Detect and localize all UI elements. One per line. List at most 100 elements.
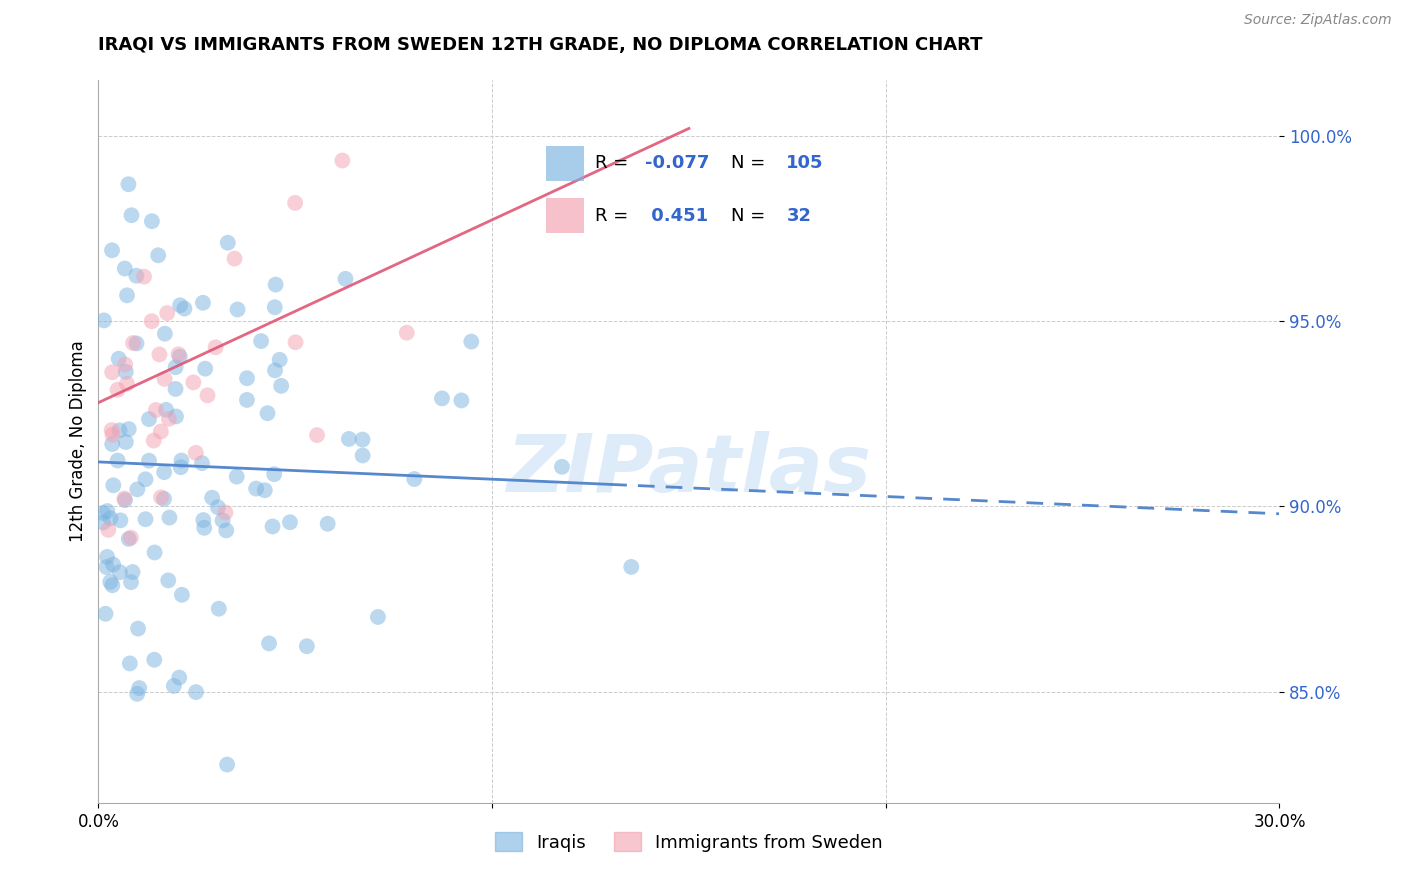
Point	[167, 347, 190, 361]
Point	[150, 491, 173, 505]
Point	[170, 460, 193, 475]
Point	[114, 435, 136, 450]
Point	[226, 302, 249, 317]
Point	[256, 406, 278, 420]
Point	[264, 363, 287, 377]
Point	[157, 574, 180, 588]
Point	[125, 268, 148, 283]
Point	[101, 244, 124, 258]
Point	[101, 437, 124, 451]
Point	[217, 757, 239, 772]
Point	[264, 277, 287, 292]
Point	[138, 454, 160, 468]
Point	[91, 516, 114, 530]
Point	[215, 524, 238, 538]
Point	[191, 456, 214, 470]
Point	[332, 153, 354, 168]
Point	[125, 336, 148, 351]
Point	[96, 560, 118, 574]
Point	[127, 622, 149, 636]
Point	[253, 483, 276, 498]
Point	[395, 326, 418, 340]
Point	[165, 409, 187, 424]
Point	[250, 334, 273, 348]
Point	[295, 639, 318, 653]
Point	[134, 472, 156, 486]
Point	[217, 235, 239, 250]
Point	[96, 549, 118, 564]
Point	[118, 422, 141, 436]
Point	[193, 513, 215, 527]
Point	[101, 578, 124, 592]
Point	[94, 607, 117, 621]
Point	[170, 588, 193, 602]
Text: 32: 32	[786, 207, 811, 225]
Point	[103, 478, 125, 492]
Point	[114, 365, 136, 379]
Point	[450, 393, 472, 408]
Point	[118, 532, 141, 546]
Point	[121, 565, 143, 579]
Point	[143, 545, 166, 559]
Point	[98, 574, 121, 589]
Point	[225, 469, 247, 483]
Point	[170, 453, 193, 467]
Point	[352, 433, 374, 447]
Point	[208, 601, 231, 615]
Point	[169, 298, 191, 312]
Point	[165, 382, 187, 396]
Text: N =: N =	[731, 154, 770, 172]
Point	[127, 483, 149, 497]
Point	[169, 350, 191, 364]
Point	[430, 392, 453, 406]
Y-axis label: 12th Grade, No Diploma: 12th Grade, No Diploma	[69, 341, 87, 542]
Point	[183, 376, 205, 390]
Point	[132, 269, 155, 284]
Point	[214, 506, 236, 520]
Point	[305, 428, 328, 442]
Text: Source: ZipAtlas.com: Source: ZipAtlas.com	[1244, 13, 1392, 28]
Point	[143, 653, 166, 667]
Point	[120, 531, 142, 545]
Text: ZIPatlas: ZIPatlas	[506, 432, 872, 509]
Text: -0.077: -0.077	[645, 154, 710, 172]
Point	[101, 365, 124, 379]
Legend: Iraqis, Immigrants from Sweden: Iraqis, Immigrants from Sweden	[488, 825, 890, 859]
Point	[155, 402, 177, 417]
Point	[211, 513, 233, 527]
Point	[146, 248, 169, 262]
Point	[93, 313, 115, 327]
Point	[278, 515, 301, 529]
Point	[117, 178, 139, 192]
Point	[153, 326, 176, 341]
Point	[148, 347, 170, 361]
Point	[620, 560, 643, 574]
Point	[204, 340, 226, 354]
Bar	[546, 145, 583, 181]
Point	[551, 459, 574, 474]
Point	[245, 482, 267, 496]
Point	[134, 512, 156, 526]
Point	[167, 671, 190, 685]
Point	[101, 427, 124, 442]
Point	[115, 376, 138, 391]
Point	[115, 288, 138, 302]
Point	[120, 575, 142, 590]
Point	[101, 558, 124, 572]
Point	[236, 392, 259, 407]
Point	[404, 472, 426, 486]
Bar	[546, 198, 583, 234]
Point	[108, 565, 131, 579]
Point	[224, 252, 246, 266]
Text: R =: R =	[595, 207, 634, 225]
Point	[153, 491, 176, 506]
Text: 105: 105	[786, 154, 824, 172]
Point	[142, 434, 165, 448]
Point	[263, 300, 285, 314]
Point	[270, 379, 292, 393]
Point	[128, 681, 150, 695]
Point	[114, 358, 136, 372]
Point	[96, 504, 118, 518]
Point	[141, 314, 163, 328]
Point	[97, 523, 120, 537]
